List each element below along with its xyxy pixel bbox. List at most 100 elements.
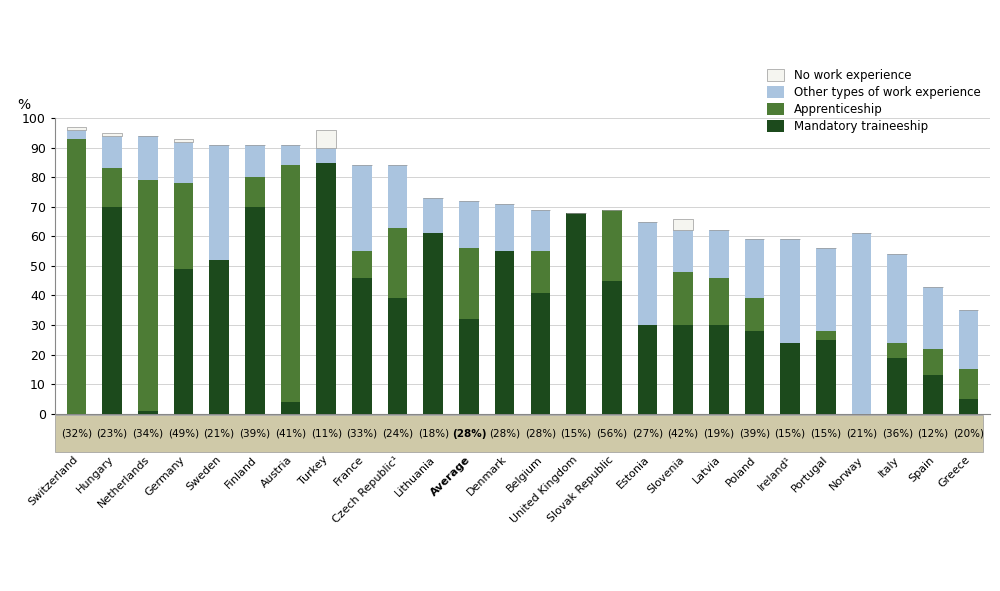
Bar (495, 251, 514, 414)
Bar (352, 278, 372, 414)
Bar (566, 213, 586, 414)
Text: Latvia: Latvia (691, 454, 722, 486)
Bar (102, 133, 122, 136)
Text: Spain: Spain (907, 454, 936, 483)
Text: (15%): (15%) (560, 428, 592, 439)
Text: Lithuania: Lithuania (393, 454, 437, 498)
Bar (852, 233, 871, 414)
Text: Denmark: Denmark (465, 454, 508, 498)
Text: Portugal: Portugal (790, 454, 829, 494)
Text: Average: Average (429, 454, 473, 498)
Text: (39%): (39%) (739, 428, 770, 439)
Bar (887, 254, 907, 343)
Bar (459, 201, 479, 248)
Text: (28%): (28%) (525, 428, 556, 439)
Bar (816, 340, 836, 414)
Bar (174, 269, 193, 414)
Bar (745, 298, 764, 331)
Bar (423, 233, 443, 414)
Text: (27%): (27%) (632, 428, 663, 439)
Bar (245, 145, 265, 177)
Text: Slovak Republic: Slovak Republic (546, 454, 615, 524)
Bar (745, 239, 764, 298)
Bar (602, 210, 622, 281)
Text: (39%): (39%) (239, 428, 270, 439)
Bar (388, 165, 407, 228)
Bar (281, 165, 300, 402)
Bar (388, 298, 407, 414)
Bar (316, 148, 336, 163)
Bar (209, 145, 229, 260)
Bar (923, 287, 943, 349)
Text: (56%): (56%) (596, 428, 627, 439)
Bar (673, 230, 693, 272)
Bar (959, 369, 978, 399)
Text: (24%): (24%) (382, 428, 413, 439)
Text: Germany: Germany (144, 454, 187, 498)
Text: Norway: Norway (828, 454, 865, 492)
Bar (673, 325, 693, 414)
Bar (923, 349, 943, 375)
Bar (602, 281, 622, 414)
Bar (531, 251, 550, 293)
Bar (959, 310, 978, 369)
Bar (459, 319, 479, 414)
Text: (34%): (34%) (132, 428, 163, 439)
Bar (316, 163, 336, 414)
Text: (28%): (28%) (452, 428, 486, 439)
Bar (67, 130, 86, 139)
Text: Italy: Italy (877, 454, 901, 479)
Text: Slovenia: Slovenia (646, 454, 687, 495)
Text: (21%): (21%) (204, 428, 235, 439)
Bar (174, 139, 193, 142)
Text: (32%): (32%) (61, 428, 92, 439)
Text: Austria: Austria (259, 454, 294, 489)
Text: (49%): (49%) (168, 428, 199, 439)
Bar (352, 165, 372, 251)
Text: (15%): (15%) (775, 428, 806, 439)
Bar (138, 180, 158, 411)
Bar (531, 293, 550, 414)
Bar (531, 210, 550, 251)
Bar (138, 411, 158, 414)
Bar (245, 207, 265, 414)
Bar (174, 142, 193, 183)
Text: (20%): (20%) (953, 428, 984, 439)
Text: Sweden: Sweden (184, 454, 223, 493)
Bar (495, 204, 514, 251)
Text: (11%): (11%) (311, 428, 342, 439)
Text: (36%): (36%) (882, 428, 913, 439)
Text: Estonia: Estonia (615, 454, 651, 491)
Bar (709, 278, 729, 325)
FancyBboxPatch shape (55, 415, 983, 452)
Text: (42%): (42%) (668, 428, 699, 439)
Bar (745, 331, 764, 414)
Text: (41%): (41%) (275, 428, 306, 439)
Text: Poland: Poland (725, 454, 758, 488)
Bar (780, 343, 800, 414)
Bar (887, 343, 907, 358)
Bar (102, 207, 122, 414)
Text: Greece: Greece (937, 454, 972, 490)
Bar (673, 219, 693, 230)
Bar (959, 399, 978, 414)
Text: Finland: Finland (223, 454, 258, 490)
Text: United Kingdom: United Kingdom (509, 454, 580, 525)
Bar (102, 168, 122, 207)
Text: Hungary: Hungary (75, 454, 116, 495)
Bar (709, 230, 729, 278)
Bar (67, 127, 86, 130)
Bar (423, 198, 443, 233)
Y-axis label: %: % (18, 98, 31, 112)
Text: (21%): (21%) (846, 428, 877, 439)
Bar (281, 402, 300, 414)
Text: (12%): (12%) (917, 428, 948, 439)
Bar (459, 248, 479, 319)
Bar (887, 358, 907, 414)
Text: Turkey: Turkey (297, 454, 330, 487)
Text: (33%): (33%) (346, 428, 377, 439)
Bar (816, 248, 836, 331)
Text: Switzerland: Switzerland (27, 454, 80, 508)
Bar (102, 136, 122, 168)
Bar (673, 272, 693, 325)
